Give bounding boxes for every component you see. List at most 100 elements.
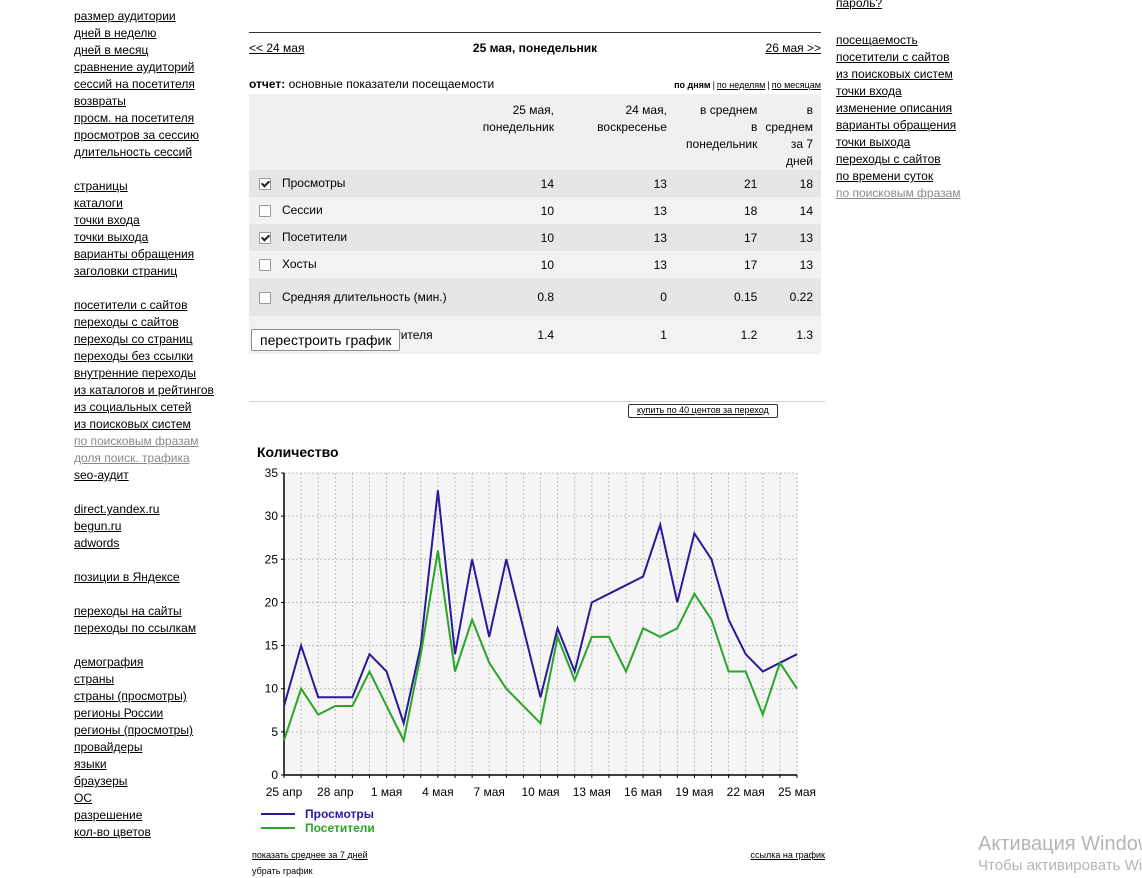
left-nav-link[interactable]: размер аудитории (74, 9, 176, 23)
x-tick-label: 4 мая (422, 785, 453, 799)
left-nav-link[interactable]: просм. на посетителя (74, 111, 195, 125)
left-nav-link[interactable]: из поисковых систем (74, 417, 191, 431)
left-nav-link[interactable]: переходы по ссылкам (74, 621, 197, 635)
chart-link[interactable]: ссылка на график (750, 850, 825, 860)
next-day-link[interactable]: 26 мая >> (765, 41, 821, 55)
left-nav-link[interactable]: страны (просмотры) (74, 689, 187, 703)
left-nav-link[interactable]: регионы (просмотры) (74, 723, 193, 737)
buy-traffic-button[interactable]: купить по 40 центов за переход (628, 404, 778, 418)
right-nav-link[interactable]: посетители с сайтов (836, 50, 950, 64)
date-navigation: 25 мая, понедельник << 24 мая 26 мая >> (249, 32, 821, 63)
left-nav-link[interactable]: из социальных сетей (74, 400, 192, 414)
header-blank (281, 94, 449, 170)
left-nav-link[interactable]: дней в месяц (74, 43, 149, 57)
password-reminder-link[interactable]: пароль? (836, 0, 883, 10)
series-line-visitors (283, 550, 798, 744)
left-nav-link[interactable]: позиции в Яндексе (74, 570, 180, 584)
left-nav-link[interactable]: каталоги (74, 196, 123, 210)
right-nav-link[interactable]: переходы с сайтов (836, 152, 941, 166)
metric-value: 13 (562, 251, 675, 278)
left-nav-link[interactable]: заголовки страниц (74, 264, 178, 278)
left-nav-link[interactable]: браузеры (74, 774, 128, 788)
column-header: в среднем в понедельник (674, 94, 766, 170)
row-checkbox[interactable] (259, 232, 272, 245)
x-tick-label: 25 мая (778, 785, 816, 799)
left-nav-group: переходы на сайты переходы по ссылкам (74, 603, 234, 637)
row-checkbox[interactable] (259, 178, 272, 191)
left-nav-link[interactable]: точки выхода (74, 230, 149, 244)
period-option[interactable]: по неделям (716, 80, 766, 90)
current-date: 25 мая, понедельник (472, 41, 598, 55)
column-header: 25 мая, понедельник (448, 94, 563, 170)
x-tick-label: 28 апр (317, 785, 354, 799)
show-average-link[interactable]: показать среднее за 7 дней (252, 850, 368, 860)
metric-value: 0.8 (448, 278, 563, 316)
left-nav-link[interactable]: по поисковым фразам (74, 434, 199, 448)
period-selector: по дням | по неделям | по месяцам (674, 80, 821, 90)
left-nav-link[interactable]: посетители с сайтов (74, 298, 188, 312)
axes (281, 472, 798, 778)
previous-day-link[interactable]: << 24 мая (249, 41, 305, 55)
left-nav-link[interactable]: разрешение (74, 808, 143, 822)
metric-value: 1.4 (448, 316, 563, 354)
row-checkbox[interactable] (259, 291, 272, 304)
left-nav-link[interactable]: сессий на посетителя (74, 77, 195, 91)
left-nav-link[interactable]: длительность сессий (74, 145, 193, 159)
left-nav-link[interactable]: переходы без ссылки (74, 349, 194, 363)
x-tick-label: 16 мая (624, 785, 662, 799)
right-navigation: пароль? посещаемость посетители с сайтов и… (836, 0, 996, 202)
left-navigation: размер аудитории дней в неделю дней в меся… (74, 8, 234, 858)
left-nav-link[interactable]: внутренние переходы (74, 366, 196, 380)
right-nav-link[interactable]: точки входа (836, 84, 902, 98)
grid-lines (284, 472, 798, 775)
left-nav-link[interactable]: direct.yandex.ru (74, 502, 160, 516)
left-nav-link[interactable]: доля поиск. трафика (74, 451, 190, 465)
left-nav-link[interactable]: переходы со страниц (74, 332, 193, 346)
left-nav-link[interactable]: регионы России (74, 706, 164, 720)
left-nav-link[interactable]: сравнение аудиторий (74, 60, 195, 74)
left-nav-link[interactable]: страны (74, 672, 115, 686)
right-nav-link[interactable]: посещаемость (836, 33, 918, 47)
row-checkbox-cell (249, 278, 282, 316)
right-nav-link[interactable]: из поисковых систем (836, 67, 953, 81)
left-nav-link[interactable]: языки (74, 757, 107, 771)
right-nav-link[interactable]: варианты обращения (836, 118, 957, 132)
metric-value: 13 (562, 224, 675, 251)
left-nav-link[interactable]: точки входа (74, 213, 140, 227)
left-nav-link[interactable]: демография (74, 655, 144, 669)
left-nav-link[interactable]: переходы с сайтов (74, 315, 179, 329)
right-nav-link[interactable]: точки выхода (836, 135, 911, 149)
left-nav-link[interactable]: adwords (74, 536, 120, 550)
left-nav-link[interactable]: просмотров за сессию (74, 128, 199, 142)
left-nav-link[interactable]: из каталогов и рейтингов (74, 383, 214, 397)
report-title: отчет: основные показатели посещаемости (249, 77, 494, 91)
metric-name: Просмотры (281, 170, 449, 197)
left-nav-link[interactable]: кол-во цветов (74, 825, 151, 839)
left-nav-link[interactable]: варианты обращения (74, 247, 195, 261)
left-nav-link[interactable]: seo-аудит (74, 468, 129, 482)
right-nav-link[interactable]: по поисковым фразам (836, 186, 961, 200)
left-nav-link[interactable]: провайдеры (74, 740, 143, 754)
watermark-line-2: Чтобы активировать Windows (978, 857, 1142, 874)
left-nav-link[interactable]: begun.ru (74, 519, 122, 533)
row-checkbox[interactable] (259, 259, 272, 272)
metric-value: 1.2 (674, 316, 766, 354)
row-checkbox[interactable] (259, 205, 272, 218)
left-nav-link[interactable]: страницы (74, 179, 128, 193)
right-nav-link[interactable]: по времени суток (836, 169, 934, 183)
left-nav-link[interactable]: ОС (74, 791, 92, 805)
left-nav-link[interactable]: дней в неделю (74, 26, 157, 40)
row-checkbox-cell (249, 224, 282, 251)
left-nav-link[interactable]: переходы на сайты (74, 604, 182, 618)
report-name: основные показатели посещаемости (288, 77, 495, 91)
period-option[interactable]: по месяцам (771, 80, 821, 90)
metric-value: 14 (765, 197, 821, 224)
stats-body: Просмотры 14 13 21 18 Сессии 10 13 18 14 Посетител… (249, 170, 821, 354)
y-tick-label: 15 (265, 639, 279, 653)
y-tick-label: 25 (265, 552, 279, 566)
left-nav-link[interactable]: возвраты (74, 94, 126, 108)
right-nav-link[interactable]: изменение описания (836, 101, 953, 115)
rebuild-chart-button[interactable]: перестроить график (251, 329, 401, 351)
metric-value: 10 (448, 251, 563, 278)
remove-chart-link[interactable]: убрать график (252, 866, 313, 876)
